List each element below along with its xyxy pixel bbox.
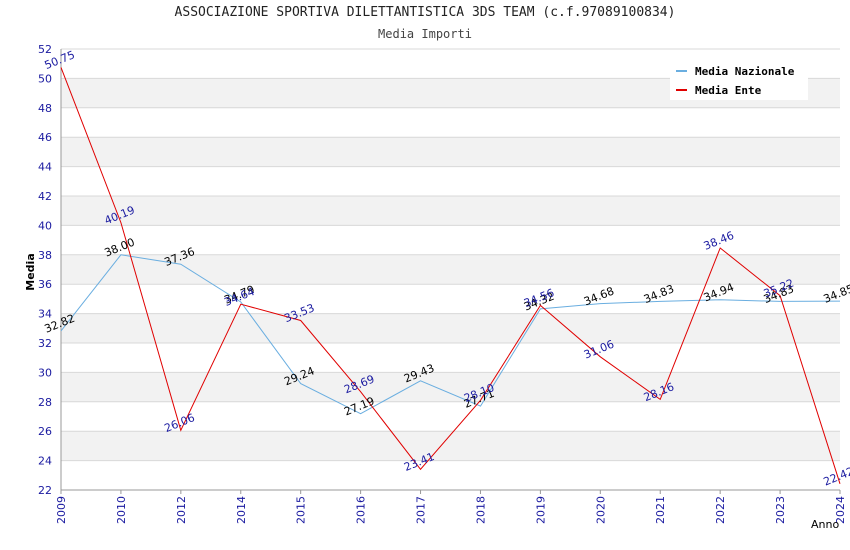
y-tick-label: 38 [38, 249, 52, 262]
chart-subtitle: Media Importi [378, 27, 472, 41]
y-tick-label: 46 [38, 131, 52, 144]
x-tick-label: 2014 [235, 496, 248, 524]
y-tick-label: 50 [38, 72, 52, 85]
chart-title: ASSOCIAZIONE SPORTIVA DILETTANTISTICA 3D… [174, 5, 676, 20]
x-axis-label: Anno [811, 518, 839, 531]
x-tick-label: 2023 [774, 496, 787, 524]
data-label: 34.83 [642, 282, 676, 306]
grid-band [61, 431, 840, 461]
y-tick-label: 28 [38, 396, 52, 409]
series-lines [60, 67, 841, 484]
grid-band [61, 137, 840, 167]
series-line-media-ente [60, 67, 841, 484]
axes [60, 49, 840, 491]
data-label: 38.46 [702, 229, 736, 253]
y-tick-label: 44 [38, 161, 52, 174]
x-axis-ticks: 2009 2010 2012 2014 2015 2016 2017 2018 2019 2020… [55, 490, 847, 524]
series-line-media-nazionale [60, 254, 841, 415]
y-tick-label: 30 [38, 366, 52, 379]
x-tick-label: 2012 [175, 496, 188, 524]
legend-item-media-ente: Media Ente [676, 81, 761, 99]
grid-band [61, 254, 840, 285]
y-tick-label: 36 [38, 278, 52, 291]
y-tick-label: 42 [38, 190, 52, 203]
x-tick-label: 2009 [55, 496, 68, 524]
x-tick-label: 2022 [714, 496, 727, 524]
legend-item-media-nazionale: Media Nazionale [676, 62, 794, 80]
x-tick-label: 2018 [474, 496, 487, 524]
y-tick-label: 26 [38, 425, 52, 438]
grid-band [61, 196, 840, 226]
x-tick-label: 2016 [355, 496, 368, 524]
x-tick-label: 2017 [415, 496, 428, 524]
legend-swatch-media-ente [676, 89, 687, 91]
y-tick-label: 48 [38, 102, 52, 115]
y-tick-label: 32 [38, 337, 52, 350]
data-label: 22.42 [822, 465, 850, 489]
y-tick-label: 40 [38, 219, 52, 232]
grid-band [61, 313, 840, 343]
x-tick-label: 2010 [115, 496, 128, 524]
legend-label-media-ente: Media Ente [695, 83, 762, 97]
x-tick-label: 2015 [295, 496, 308, 524]
x-tick-label: 2020 [594, 496, 607, 524]
legend-label-media-nazionale: Media Nazionale [695, 64, 795, 78]
data-label: 34.85 [822, 282, 850, 306]
legend-swatch-media-nazionale [676, 70, 687, 72]
y-axis-label: Media [24, 253, 37, 290]
x-tick-label: 2024 [834, 496, 847, 524]
x-tick-label: 2021 [654, 496, 667, 524]
grid-bands [61, 48, 840, 491]
y-axis-ticks: 22 24 26 28 30 32 34 36 38 40 42 44 46 48 50 52 [38, 43, 52, 497]
legend: Media Nazionale Media Ente [670, 60, 808, 100]
data-label: 34.68 [582, 284, 616, 308]
y-tick-label: 34 [38, 308, 52, 321]
y-tick-label: 22 [38, 484, 52, 497]
x-tick-label: 2019 [534, 496, 547, 524]
y-tick-label: 24 [38, 455, 52, 468]
grid-band [61, 372, 840, 402]
y-tick-label: 52 [38, 43, 52, 56]
